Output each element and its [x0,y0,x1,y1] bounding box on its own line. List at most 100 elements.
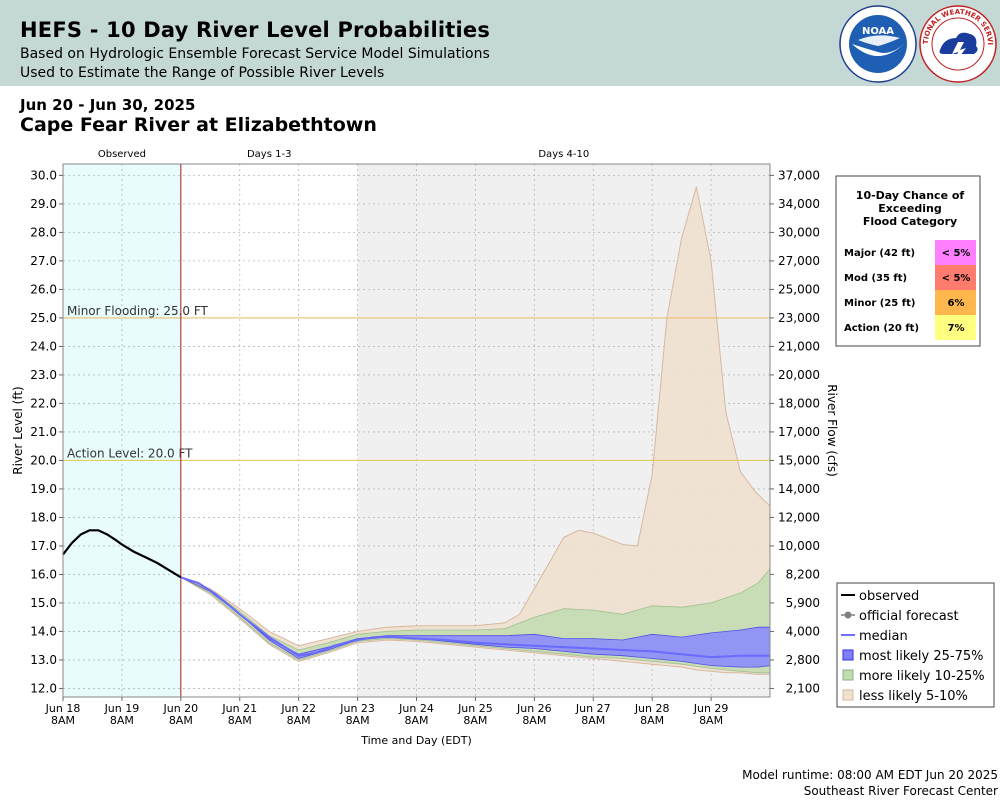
y2-tick-label-18: 37,000 [778,168,820,182]
y2-tick-label-5: 10,000 [778,539,820,553]
exceedance-label-0: Major (42 ft) [844,248,915,259]
noaa-logo[interactable]: NOAA [838,4,918,84]
x-axis-label: Time and Day (EDT) [360,734,472,747]
x-tick-label-6: Jun 24 [398,702,434,715]
y-tick-label-14: 26.0 [30,282,57,296]
y2-tick-label-11: 20,000 [778,368,820,382]
legend-swatch-5 [842,689,854,701]
x-tick-time-1: 8AM [110,714,134,727]
y-tick-label-13: 25.0 [30,311,57,325]
legend-label-3: most likely 25-75% [859,649,983,664]
x-tick-label-8: Jun 26 [516,702,552,715]
page-subtitle-1: Based on Hydrologic Ensemble Forecast Se… [20,46,490,62]
x-tick-label-5: Jun 23 [339,702,375,715]
y2-tick-label-4: 8,200 [786,567,820,581]
y2-tick-label-2: 4,000 [786,624,820,638]
x-tick-label-7: Jun 25 [457,702,493,715]
y2-tick-label-9: 17,000 [778,425,820,439]
series-lines [62,164,770,697]
nws-logo[interactable]: NATIONAL WEATHER SERVICE [918,4,998,84]
exceedance-swatch-1 [935,265,976,290]
x-tick-label-2: Jun 20 [162,702,198,715]
x-tick-label-3: Jun 21 [221,702,257,715]
y-tick-label-9: 21.0 [30,425,57,439]
y2-tick-label-16: 30,000 [778,225,820,239]
x-tick-time-3: 8AM [228,714,252,727]
y2-tick-label-12: 21,000 [778,339,820,353]
legend-label-0: observed [859,589,919,604]
y2-tick-label-8: 15,000 [778,453,820,467]
x-tick-time-8: 8AM [522,714,546,727]
x-tick-time-6: 8AM [404,714,428,727]
page-subtitle-2: Used to Estimate the Range of Possible R… [20,65,385,81]
period-label-2: Days 4-10 [538,149,589,160]
y2-tick-label-6: 12,000 [778,510,820,524]
y-tick-label-7: 19.0 [30,482,57,496]
y-tick-label-0: 12.0 [30,681,57,695]
y2-tick-label-17: 34,000 [778,197,820,211]
y-tick-label-3: 15.0 [30,596,57,610]
x-tick-time-9: 8AM [581,714,605,727]
exceedance-title-2: Flood Category [863,215,957,228]
observed-line [62,529,182,579]
x-tick-time-5: 8AM [346,714,370,727]
x-tick-time-7: 8AM [463,714,487,727]
y-tick-label-6: 18.0 [30,510,57,524]
x-tick-time-2: 8AM [169,714,193,727]
exceedance-swatch-2 [935,290,976,315]
threshold-label-0: Minor Flooding: 25.0 FT [67,304,209,318]
period-label-0: Observed [98,149,146,160]
x-tick-label-10: Jun 28 [634,702,670,715]
x-tick-time-11: 8AM [699,714,723,727]
legend: observed official forecast median most like… [836,582,995,708]
y-tick-label-15: 27.0 [30,254,57,268]
axes: 12.0 13.0 14.0 15.0 16.0 17.0 18.0 19.0 20.0 21.0… [11,163,839,747]
exceedance-label-2: Minor (25 ft) [844,298,915,309]
y-tick-label-10: 22.0 [30,396,57,410]
y-tick-label-17: 29.0 [30,197,57,211]
y-tick-label-1: 13.0 [30,653,57,667]
y-tick-label-8: 20.0 [30,453,57,467]
x-tick-time-4: 8AM [287,714,311,727]
x-tick-label-4: Jun 22 [280,702,316,715]
header-banner: HEFS - 10 Day River Level Probabilities … [0,0,1000,86]
y-tick-label-16: 28.0 [30,225,57,239]
exceedance-label-3: Action (20 ft) [844,323,919,334]
x-tick-label-1: Jun 19 [104,702,140,715]
y2-tick-label-13: 23,000 [778,311,820,325]
y-tick-label-4: 16.0 [30,567,57,581]
exceedance-value-3: 7% [948,323,965,334]
site-name: Cape Fear River at Elizabethtown [20,114,377,136]
y2-tick-label-1: 2,800 [786,653,820,667]
exceedance-label-1: Mod (35 ft) [844,273,907,284]
legend-swatch-3 [842,649,854,661]
legend-label-1: official forecast [859,609,959,624]
legend-box [836,582,995,708]
y2-tick-label-3: 5,900 [786,596,820,610]
exceedance-title-0: 10-Day Chance of [856,189,965,202]
legend-label-2: median [859,629,908,644]
exceedance-swatch-0 [935,240,976,265]
x-tick-label-9: Jun 27 [575,702,611,715]
legend-label-4: more likely 10-25% [859,669,985,684]
y-tick-label-2: 14.0 [30,624,57,638]
x-tick-time-0: 8AM [51,714,75,727]
y2-tick-label-14: 25,000 [778,282,820,296]
model-runtime: Model runtime: 08:00 AM EDT Jun 20 2025 [742,768,998,782]
y2-tick-label-7: 14,000 [778,482,820,496]
date-range: Jun 20 - Jun 30, 2025 [20,96,196,114]
median-line [180,576,770,659]
noaa-logo-text: NOAA [862,26,894,37]
forecast-center: Southeast River Forecast Center [803,784,998,798]
exceedance-value-0: < 5% [942,248,971,259]
y-tick-label-11: 23.0 [30,368,57,382]
y2-tick-label-15: 27,000 [778,254,820,268]
y-tick-label-12: 24.0 [30,339,57,353]
y2-tick-label-0: 2,100 [786,681,820,695]
exceedance-value-2: 6% [948,298,965,309]
period-label-1: Days 1-3 [247,149,291,160]
legend-swatch-4 [842,669,854,681]
y-tick-label-18: 30.0 [30,168,57,182]
